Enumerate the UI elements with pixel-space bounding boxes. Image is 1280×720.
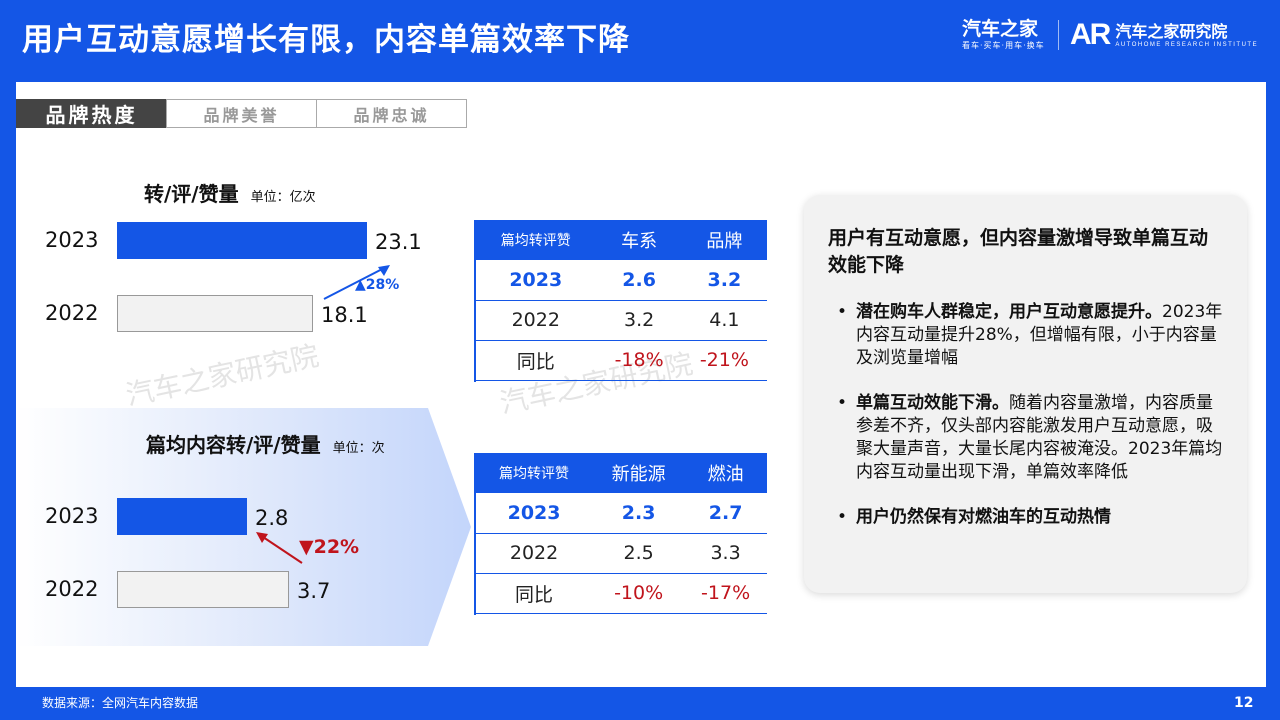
table-series-brand: 篇均转评赞 车系 品牌 2023 2.6 3.2 2022 3.2 4.1 同比… bbox=[475, 220, 767, 381]
insight-point-text: 2023年内容互动量提升28%，但增幅有限，小于内容量及浏览量增幅 bbox=[856, 302, 1223, 368]
chart2-category-2022: 2022 bbox=[45, 577, 99, 601]
table-row: 2022 2.5 3.3 bbox=[475, 533, 767, 574]
bullet: • bbox=[837, 507, 848, 527]
chart1-title: 转/评/赞量 单位：亿次 bbox=[144, 178, 316, 207]
insight-point-bold: 单篇互动效能下滑。 bbox=[856, 393, 1009, 413]
insight-point-text: 随着内容量激增，内容质量参差不齐，仅头部内容能激发用户互动意愿，吸聚大量声音，大… bbox=[856, 393, 1223, 482]
chart1-bar-2022 bbox=[117, 295, 313, 332]
page-title: 用户互动意愿增长有限，内容单篇效率下降 bbox=[22, 22, 630, 58]
table-row: 2023 2.3 2.7 bbox=[475, 493, 767, 534]
insight-box: 用户有互动意愿，但内容量激增导致单篇互动效能下降 • 潜在购车人群稳定，用户互动… bbox=[804, 195, 1247, 593]
table1-cell: 4.1 bbox=[681, 300, 767, 341]
chart2-value-2022: 3.7 bbox=[297, 579, 331, 603]
data-source: 数据来源：全网汽车内容数据 bbox=[42, 696, 199, 710]
content-panel: 品牌热度 品牌美誉 品牌忠诚 汽车之家研究院 汽车之家研究院 汽车之家研究院 转… bbox=[16, 82, 1266, 687]
table1-cell: 3.2 bbox=[681, 260, 767, 301]
table1-cell: -21% bbox=[681, 340, 767, 381]
table-row: 2023 2.6 3.2 bbox=[475, 260, 767, 301]
research-institute-logo: AR 汽车之家研究院 AUTOHOME RESEARCH INSTITUTE bbox=[1070, 18, 1258, 52]
chart2-unit: 单位：次 bbox=[332, 441, 385, 456]
bullet: • bbox=[837, 393, 848, 413]
table-energy-type: 篇均转评赞 新能源 燃油 2023 2.3 2.7 2022 2.5 3.3 同… bbox=[475, 453, 767, 614]
table2-cell: 3.3 bbox=[684, 533, 767, 574]
autohome-logo-slogan: 看车·买车·用车·换车 bbox=[962, 41, 1045, 50]
table1-header-metric: 篇均转评赞 bbox=[475, 220, 597, 260]
table1-header-brand: 品牌 bbox=[681, 220, 767, 260]
chart2-up-arrow-icon bbox=[256, 532, 303, 564]
insight-point-bold: 潜在购车人群稳定，用户互动意愿提升。 bbox=[856, 302, 1162, 322]
table2-cell: 2023 bbox=[475, 493, 594, 534]
autohome-logo-text: 汽车之家 bbox=[962, 18, 1039, 40]
logo-divider bbox=[1058, 20, 1059, 50]
table2-header-metric: 篇均转评赞 bbox=[475, 453, 594, 493]
chart1-change-label: ▲28% bbox=[355, 277, 400, 293]
chart2-bar-2022 bbox=[117, 571, 289, 608]
page-number: 12 bbox=[1234, 695, 1254, 711]
insight-list: • 潜在购车人群稳定，用户互动意愿提升。2023年内容互动量提升28%，但增幅有… bbox=[828, 301, 1225, 529]
table2-cell: 同比 bbox=[475, 573, 594, 614]
table2-cell: 2.5 bbox=[593, 533, 685, 574]
institute-name-en: AUTOHOME RESEARCH INSTITUTE bbox=[1115, 42, 1259, 48]
chart1-unit: 单位：亿次 bbox=[250, 190, 316, 205]
list-item: • 潜在购车人群稳定，用户互动意愿提升。2023年内容互动量提升28%，但增幅有… bbox=[828, 301, 1225, 370]
chart2-title: 篇均内容转/评/赞量 单位：次 bbox=[146, 429, 385, 458]
table-row: 同比 -18% -21% bbox=[475, 340, 767, 381]
table2-cell: -10% bbox=[593, 573, 685, 614]
chart1-up-arrow-icon bbox=[323, 265, 390, 300]
table2-cell: -17% bbox=[684, 573, 767, 614]
table1-cell: 2023 bbox=[475, 260, 597, 301]
chart1-value-2023: 23.1 bbox=[375, 230, 422, 254]
chart1-category-2023: 2023 bbox=[45, 228, 99, 252]
table1-header-series: 车系 bbox=[596, 220, 682, 260]
tab-brand-reputation[interactable]: 品牌美誉 bbox=[166, 99, 317, 128]
list-item: • 用户仍然保有对燃油车的互动热情 bbox=[828, 506, 1225, 529]
table1-cell: 2.6 bbox=[596, 260, 682, 301]
table1-cell: -18% bbox=[596, 340, 682, 381]
chart1-bar-2023 bbox=[117, 222, 367, 259]
chart2-title-text: 篇均内容转/评/赞量 bbox=[146, 433, 321, 457]
institute-name: 汽车之家研究院 bbox=[1115, 22, 1228, 41]
table2-cell: 2022 bbox=[475, 533, 594, 574]
tab-brand-loyalty[interactable]: 品牌忠诚 bbox=[316, 99, 467, 128]
table2-cell: 2.3 bbox=[593, 493, 685, 534]
autohome-logo: 汽车之家 看车·买车·用车·换车 bbox=[962, 18, 1045, 51]
insight-heading: 用户有互动意愿，但内容量激增导致单篇互动效能下降 bbox=[828, 227, 1209, 276]
chart1-value-2022: 18.1 bbox=[321, 303, 368, 327]
watermark: 汽车之家研究院 bbox=[123, 338, 322, 412]
chart1-category-2022: 2022 bbox=[45, 301, 99, 325]
table2-header-nev: 新能源 bbox=[593, 453, 685, 493]
table1-cell: 3.2 bbox=[596, 300, 682, 341]
chart2-change-label: ▼22% bbox=[299, 536, 360, 558]
table1-cell: 同比 bbox=[475, 340, 597, 381]
brand-tabs: 品牌热度 品牌美誉 品牌忠诚 bbox=[16, 99, 467, 128]
chart2-bar-2023 bbox=[117, 498, 247, 535]
table-row: 同比 -10% -17% bbox=[475, 573, 767, 614]
tab-brand-heat[interactable]: 品牌热度 bbox=[16, 99, 167, 128]
bullet: • bbox=[837, 302, 848, 322]
ar-logo-icon: AR bbox=[1070, 18, 1111, 51]
list-item: • 单篇互动效能下滑。随着内容量激增，内容质量参差不齐，仅头部内容能激发用户互动… bbox=[828, 392, 1225, 484]
table-row: 2022 3.2 4.1 bbox=[475, 300, 767, 341]
chart2-value-2023: 2.8 bbox=[255, 506, 289, 530]
table2-cell: 2.7 bbox=[684, 493, 767, 534]
chart1-title-text: 转/评/赞量 bbox=[144, 182, 239, 206]
table2-header-fuel: 燃油 bbox=[684, 453, 767, 493]
insight-point-bold: 用户仍然保有对燃油车的互动热情 bbox=[856, 507, 1111, 527]
chart2-category-2023: 2023 bbox=[45, 504, 99, 528]
table1-cell: 2022 bbox=[475, 300, 597, 341]
